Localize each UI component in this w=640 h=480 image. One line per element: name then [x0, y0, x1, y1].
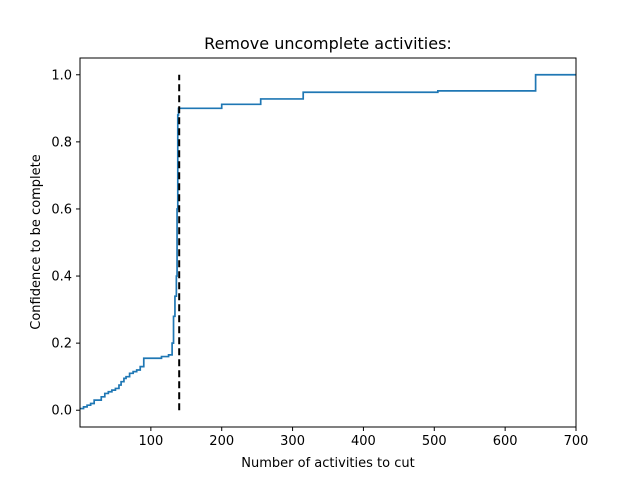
y-axis: 0.0 0.2 0.4 0.6 0.8 1.0	[51, 68, 80, 419]
y-tick-label: 0.0	[51, 404, 72, 419]
y-tick-label: 0.4	[51, 270, 72, 285]
y-tick-label: 1.0	[51, 68, 72, 83]
y-axis-label: Confidence to be complete	[29, 154, 44, 330]
x-tick-label: 600	[493, 434, 518, 449]
series-line-0	[80, 73, 576, 410]
x-tick-label: 100	[138, 434, 163, 449]
x-tick-label: 300	[280, 434, 305, 449]
x-axis-label: Number of activities to cut	[241, 456, 414, 471]
x-tick-label: 400	[351, 434, 376, 449]
chart-title: Remove uncomplete activities:	[204, 34, 452, 53]
plot-frame	[79, 57, 577, 428]
x-tick-label: 500	[422, 434, 447, 449]
plot-area	[80, 73, 576, 411]
y-tick-label: 0.2	[51, 337, 72, 352]
y-tick-label: 0.6	[51, 202, 72, 217]
x-tick-label: 700	[564, 434, 589, 449]
x-tick-label: 200	[209, 434, 234, 449]
x-axis: 100 200 300 400 500 600 700	[138, 427, 588, 449]
y-tick-label: 0.8	[51, 135, 72, 150]
